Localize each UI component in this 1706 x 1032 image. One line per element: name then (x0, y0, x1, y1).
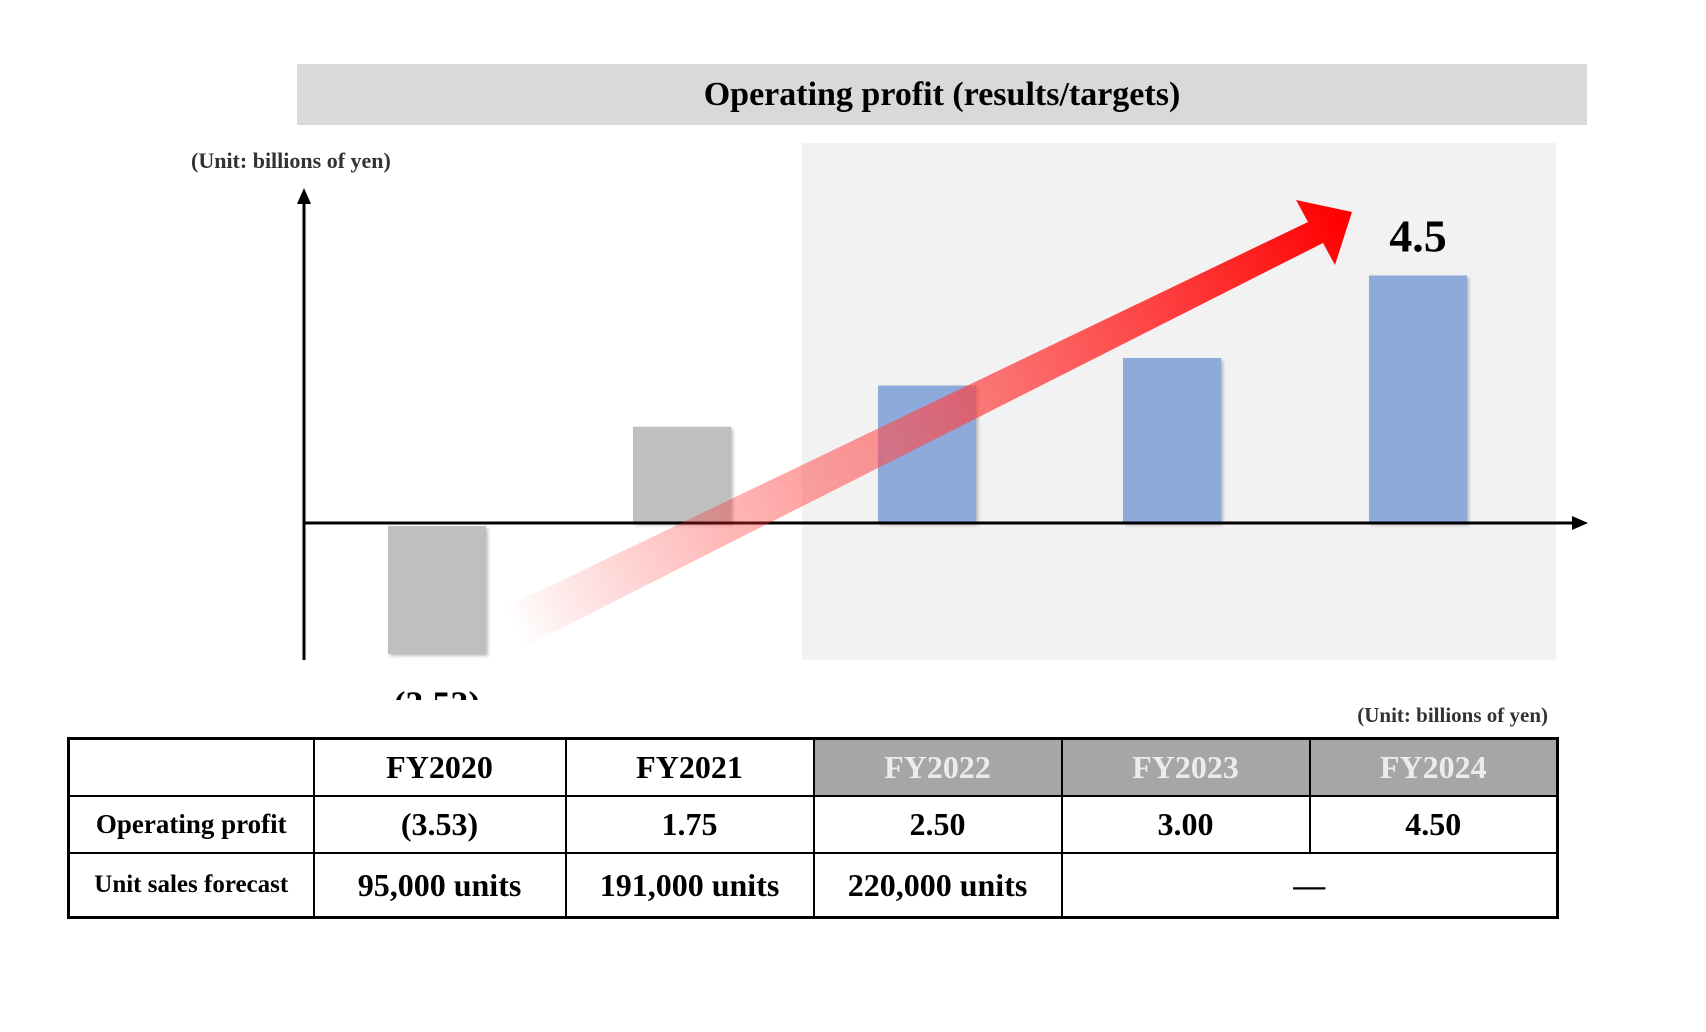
table-cell: 95,000 units (312, 852, 567, 919)
table-cell: 220,000 units (812, 852, 1063, 919)
data-table: FY2020 FY2021 FY2022 FY2023 FY2024 Opera… (67, 737, 1559, 919)
table-cell: 2.50 (812, 795, 1063, 854)
table-cell: (3.53) (312, 795, 567, 854)
table-row-operating-profit: Operating profit (3.53) 1.75 2.50 3.00 4… (67, 795, 1559, 854)
trend-arrow (496, 200, 1352, 648)
row-label-operating-profit: Operating profit (67, 795, 315, 854)
bar-fy2021 (633, 426, 731, 523)
chart-unit-label: (Unit: billions of yen) (191, 148, 391, 173)
table-header-fy2022: FY2022 (812, 737, 1063, 797)
data-label-fy2020: (3.53) (394, 684, 481, 700)
table-row-unit-sales-forecast: Unit sales forecast 95,000 units 191,000… (67, 852, 1559, 919)
table-cell: 1.75 (564, 795, 815, 854)
table-header-fy2024: FY2024 (1308, 737, 1559, 797)
table-cell: 3.00 (1060, 795, 1311, 854)
table-header-fy2020: FY2020 (312, 737, 567, 797)
table-cell-merged: ― (1060, 852, 1559, 919)
table-cell: 191,000 units (564, 852, 815, 919)
data-label-fy2024: 4.5 (1389, 211, 1447, 262)
bar-fy2020 (388, 526, 486, 654)
chart-title: Operating profit (results/targets) (297, 64, 1587, 125)
chart-axes (297, 188, 1588, 660)
table-header-fy2021: FY2021 (564, 737, 815, 797)
table-header-fy2023: FY2023 (1060, 737, 1311, 797)
operating-profit-chart: (3.53) 4.5 (297, 143, 1588, 700)
table-unit-label: (Unit: billions of yen) (1357, 703, 1548, 727)
bar-fy2024 (1369, 275, 1467, 523)
row-label-unit-sales-forecast: Unit sales forecast (67, 852, 315, 919)
table-cell: 4.50 (1308, 795, 1559, 854)
bar-fy2023 (1123, 358, 1221, 523)
table-header-corner (67, 737, 315, 797)
table-header-row: FY2020 FY2021 FY2022 FY2023 FY2024 (67, 737, 1559, 797)
